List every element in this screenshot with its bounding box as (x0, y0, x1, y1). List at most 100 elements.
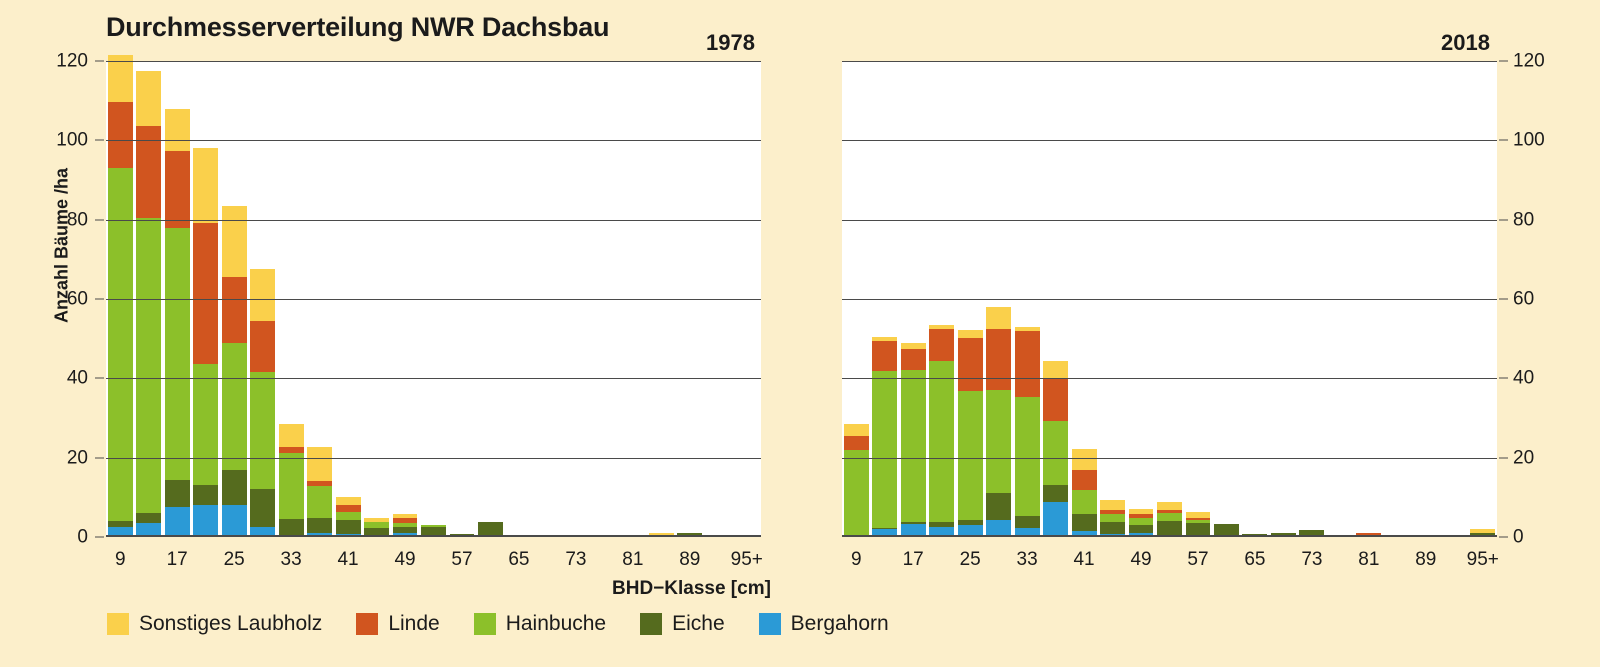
legend-swatch-icon (356, 613, 379, 635)
x-tick-label: 65 (508, 549, 530, 570)
y-tick-label: 0 (77, 526, 88, 548)
gridline (842, 457, 1497, 459)
bar-15 (900, 343, 926, 537)
bar-segment-eiche (477, 521, 503, 537)
bar-segment-eiche (1299, 530, 1325, 537)
x-tick-label: 33 (1016, 549, 1038, 570)
x-tick-label: 41 (337, 549, 359, 570)
legend-label: Sonstiges Laubholz (139, 612, 323, 635)
bar-segment-hainbuche (1100, 514, 1125, 523)
x-axis-title-1978: BHD−Klasse [cm] (612, 578, 771, 599)
bar-segment-linde (900, 349, 926, 370)
bar-47 (1128, 508, 1154, 537)
bar-27 (250, 269, 276, 537)
bar-segment-bergahorn (872, 529, 898, 537)
bar-segment-hainbuche (1128, 518, 1154, 526)
bar-segment-hainbuche (843, 449, 869, 537)
y-tick-label: 40 (66, 367, 88, 389)
bar-segment-hainbuche (1157, 513, 1182, 522)
y-tick-label: 0 (1513, 526, 1524, 548)
bar-segment-eiche (1043, 484, 1069, 503)
bar-31 (1014, 326, 1040, 537)
bar-11 (872, 337, 898, 537)
y-tick-label: 60 (66, 288, 88, 310)
bar-segment-sonstiges-laubholz (1043, 360, 1069, 379)
x-tick-label: 57 (451, 549, 473, 570)
gridline (106, 61, 761, 62)
y-tick-mark (95, 457, 104, 459)
legend-item-linde: Linde (356, 612, 440, 636)
bar-segment-linde (164, 151, 190, 229)
bar-59 (477, 521, 503, 537)
x-tick-label: 81 (1358, 549, 1380, 570)
x-tick-label: 73 (565, 549, 587, 570)
bar-segment-eiche (335, 519, 361, 534)
y-tick-mark (1499, 536, 1508, 538)
x-tick-label: 81 (622, 549, 644, 570)
panel-2018: 0 20 40 60 80 100 120 9 17 25 33 41 49 57 65 73 81 89 95+… (800, 0, 1600, 667)
bar-7 (107, 54, 133, 537)
bar-segment-hainbuche (872, 370, 898, 528)
y-tick-mark (95, 139, 104, 141)
bar-51 (1157, 501, 1182, 537)
bar-segment-sonstiges-laubholz (900, 343, 926, 350)
gridline (842, 61, 1497, 62)
bar-segment-eiche (1128, 525, 1154, 534)
y-tick-label: 20 (66, 447, 88, 469)
bar-47 (392, 513, 418, 537)
page-title: Durchmesserverteilung NWR Dachsbau (106, 12, 610, 42)
bar-segment-sonstiges-laubholz (250, 269, 276, 321)
bar-segment-hainbuche (307, 486, 333, 518)
bar-segment-bergahorn (136, 523, 162, 537)
bar-segment-linde (1043, 378, 1069, 422)
bar-segment-hainbuche (1071, 490, 1097, 514)
bar-segment-linde (1014, 330, 1040, 398)
bar-39 (335, 496, 361, 537)
bar-segment-sonstiges-laubholz (872, 337, 898, 342)
bar-segment-sonstiges-laubholz (986, 306, 1012, 329)
bar-11 (136, 70, 162, 537)
bar-segment-linde (250, 320, 276, 373)
bar-55 (1185, 512, 1211, 537)
bar-segment-hainbuche (1014, 397, 1040, 516)
bar-31 (278, 423, 304, 537)
bar-segment-eiche (900, 522, 926, 524)
legend-label: Linde (388, 612, 440, 635)
bar-segment-eiche (107, 520, 133, 528)
bar-segment-bergahorn (1071, 530, 1097, 537)
bar-27 (986, 306, 1012, 537)
bar-segment-eiche (221, 469, 247, 506)
gridline (842, 219, 1497, 221)
bar-51 (421, 524, 446, 537)
bar-19 (929, 325, 955, 537)
bar-39 (1071, 448, 1097, 537)
bar-segment-sonstiges-laubholz (1100, 499, 1125, 510)
y-tick-label: 40 (1513, 367, 1535, 389)
bar-segment-sonstiges-laubholz (107, 54, 133, 103)
x-tick-label: 25 (223, 549, 245, 570)
bar-segment-eiche (250, 489, 276, 528)
x-tick-label: 65 (1244, 549, 1266, 570)
bar-segment-eiche (307, 517, 333, 534)
bar-segment-linde (335, 504, 361, 513)
bar-segment-sonstiges-laubholz (929, 325, 955, 330)
bar-segment-bergahorn (221, 505, 247, 537)
bar-segment-linde (957, 337, 983, 392)
bar-segment-hainbuche (1185, 519, 1211, 524)
bar-segment-eiche (392, 527, 418, 534)
bar-segment-hainbuche (929, 360, 955, 522)
x-tick-label: 17 (902, 549, 924, 570)
bar-segment-linde (221, 277, 247, 343)
bar-segment-bergahorn (986, 519, 1012, 537)
bar-segment-hainbuche (1043, 421, 1069, 485)
bar-segment-bergahorn (164, 507, 190, 537)
bar-segment-linde (1185, 518, 1211, 520)
bar-segment-sonstiges-laubholz (193, 147, 219, 223)
bar-segment-eiche (364, 527, 389, 536)
y-tick-mark (95, 377, 104, 379)
bar-segment-linde (1157, 509, 1182, 514)
bar-segment-hainbuche (250, 372, 276, 490)
legend-swatch-icon (640, 613, 663, 635)
bar-segment-hainbuche (957, 391, 983, 521)
